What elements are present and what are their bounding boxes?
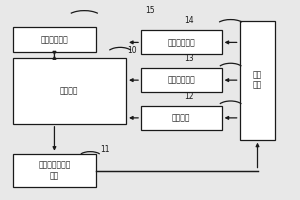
Text: 11: 11 xyxy=(100,145,110,154)
Text: 频率转换电路: 频率转换电路 xyxy=(167,76,195,85)
Bar xyxy=(13,154,96,187)
Bar xyxy=(141,68,222,92)
Text: 15: 15 xyxy=(145,6,155,15)
Text: 13: 13 xyxy=(184,54,194,63)
Text: 主控模块: 主控模块 xyxy=(60,87,79,96)
Text: 10: 10 xyxy=(127,46,137,55)
Text: 控制
电路: 控制 电路 xyxy=(253,70,262,90)
Bar xyxy=(13,27,96,52)
Bar xyxy=(141,106,222,130)
Text: 鉴相电路: 鉴相电路 xyxy=(172,113,190,122)
Bar xyxy=(141,30,222,54)
Text: 14: 14 xyxy=(184,16,194,25)
Bar xyxy=(240,21,275,140)
Bar xyxy=(13,58,126,124)
Text: 12: 12 xyxy=(184,92,194,101)
Text: 电流监测电路: 电流监测电路 xyxy=(167,38,195,47)
Text: 人机交换模块: 人机交换模块 xyxy=(40,35,68,44)
Text: 反电势信号产生
电路: 反电势信号产生 电路 xyxy=(38,161,70,180)
